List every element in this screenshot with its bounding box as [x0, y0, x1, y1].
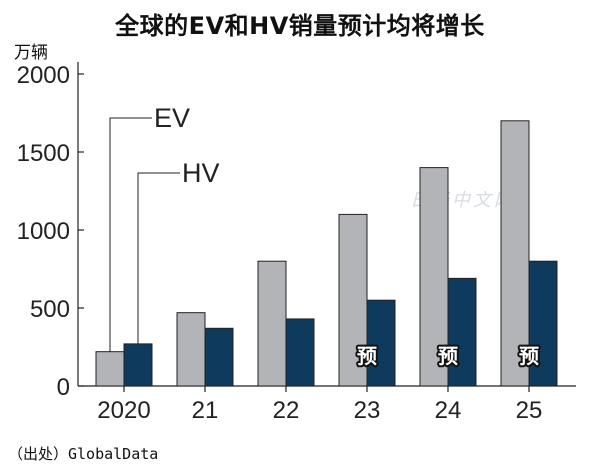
bar-ev-21	[176, 312, 206, 387]
bar-ev-25	[500, 120, 530, 387]
forecast-marker-outline: 预	[357, 344, 377, 368]
y-tick-label: 2000	[17, 62, 70, 89]
x-tick-label: 25	[516, 397, 543, 424]
y-tick-label: 500	[30, 296, 70, 323]
chart-title: 全球的EV和HV销量预计均将增长	[115, 12, 485, 40]
x-tick-label: 24	[435, 397, 462, 424]
legend-callout-line-hv	[137, 172, 180, 344]
forecast-marker-outline: 预	[438, 344, 458, 368]
x-tick-label: 2020	[97, 397, 150, 424]
bar-hv-23	[366, 299, 396, 387]
forecast-marker-24: 预	[438, 344, 458, 368]
legend-label-hv: HV	[182, 158, 220, 188]
x-tick-label: 21	[192, 397, 219, 424]
y-tick-label: 1000	[17, 218, 70, 245]
forecast-marker-25: 预	[519, 344, 539, 368]
bar-hv-2020	[123, 343, 153, 387]
source-note: （出处）GlobalData	[8, 445, 159, 463]
bar-ev-2020	[95, 351, 125, 387]
forecast-marker-23: 预	[357, 344, 377, 368]
bar-ev-22	[257, 260, 287, 387]
bar-ev-24	[419, 167, 449, 387]
bar-hv-21	[204, 327, 234, 387]
bar-hv-24	[447, 277, 477, 387]
y-tick-label: 0	[57, 374, 70, 401]
legend-label-ev: EV	[154, 103, 190, 133]
y-axis-unit-label: 万辆	[14, 43, 48, 63]
bar-ev-23	[338, 213, 368, 387]
bar-hv-25	[528, 260, 558, 387]
x-tick-label: 23	[354, 397, 381, 424]
bar-hv-22	[285, 318, 315, 387]
x-tick-label: 22	[273, 397, 300, 424]
y-tick-label: 1500	[17, 140, 70, 167]
legend-callout-line-ev	[109, 117, 152, 352]
forecast-marker-outline: 预	[519, 344, 539, 368]
